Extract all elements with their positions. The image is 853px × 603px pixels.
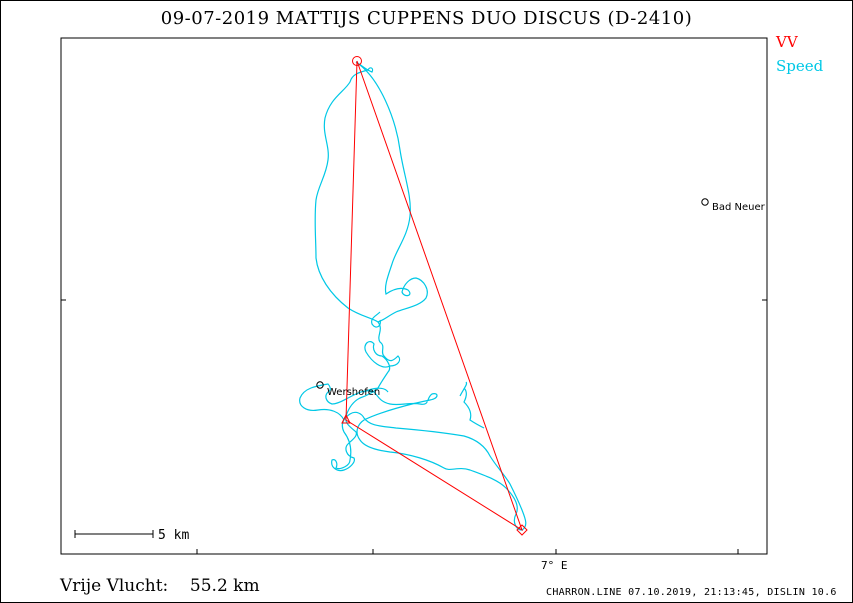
turnpoint-marker bbox=[341, 413, 351, 424]
place-label-wershofen: Wershofen bbox=[327, 387, 380, 398]
scale-label: 5 km bbox=[158, 528, 189, 543]
place-label-bad-neuer: Bad Neuer bbox=[712, 202, 766, 213]
free-flight-label: Vrije Vlucht: bbox=[60, 576, 169, 596]
longitude-label: 7° E bbox=[541, 559, 568, 572]
legend-vv: VV bbox=[776, 33, 798, 51]
free-flight-value: 55.2 km bbox=[189, 576, 260, 596]
legend-speed: Speed bbox=[776, 57, 824, 75]
task-line bbox=[341, 56, 528, 536]
credit-line: CHARRON.LINE 07.10.2019, 21:13:45, DISLI… bbox=[546, 587, 837, 598]
map-border bbox=[60, 37, 768, 555]
flight-track bbox=[299, 61, 527, 531]
axis-ticks bbox=[61, 299, 767, 554]
free-flight-summary: Vrije Vlucht: 55.2 km bbox=[60, 576, 260, 596]
finish-point-marker bbox=[516, 524, 528, 536]
start-point-marker bbox=[352, 56, 362, 66]
scale-bar bbox=[74, 530, 154, 538]
place-marker-wershofen bbox=[316, 381, 324, 389]
place-marker-bad-neuer bbox=[701, 198, 709, 206]
page-title: 09-07-2019 MATTIJS CUPPENS DUO DISCUS (D… bbox=[160, 8, 693, 29]
